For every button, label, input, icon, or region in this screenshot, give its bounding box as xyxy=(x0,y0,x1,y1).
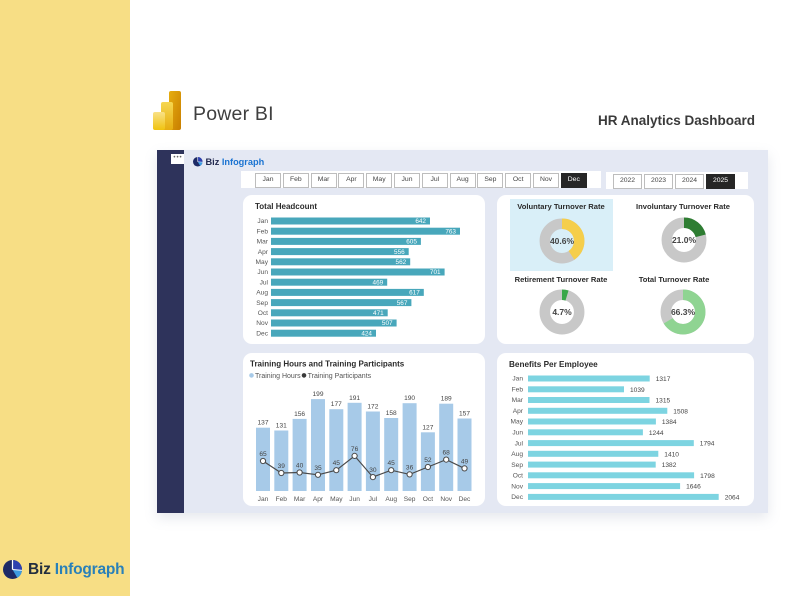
svg-text:Jun: Jun xyxy=(257,269,268,276)
svg-text:1384: 1384 xyxy=(662,419,677,426)
svg-text:Apr: Apr xyxy=(258,249,269,256)
svg-text:Jul: Jul xyxy=(369,496,378,503)
svg-text:642: 642 xyxy=(415,218,426,225)
svg-text:471: 471 xyxy=(373,310,384,317)
svg-text:Training Participants: Training Participants xyxy=(308,373,372,380)
svg-text:605: 605 xyxy=(406,239,417,246)
svg-text:Mar: Mar xyxy=(294,496,306,503)
svg-text:40: 40 xyxy=(296,463,304,470)
svg-text:1410: 1410 xyxy=(664,451,679,458)
svg-text:567: 567 xyxy=(397,300,408,307)
svg-text:Apr: Apr xyxy=(513,408,524,415)
svg-text:Feb: Feb xyxy=(512,387,524,394)
svg-text:Total Turnover Rate: Total Turnover Rate xyxy=(639,275,710,284)
svg-text:1315: 1315 xyxy=(656,398,671,405)
svg-text:1798: 1798 xyxy=(700,473,715,480)
svg-text:Total Headcount: Total Headcount xyxy=(255,202,317,211)
svg-text:Benefits Per Employee: Benefits Per Employee xyxy=(509,360,598,369)
svg-text:May: May xyxy=(511,419,524,426)
svg-text:1317: 1317 xyxy=(656,376,671,383)
svg-text:65: 65 xyxy=(259,451,267,458)
svg-text:424: 424 xyxy=(361,330,372,337)
svg-text:Mar: Mar xyxy=(257,239,269,246)
svg-text:Involuntary Turnover Rate: Involuntary Turnover Rate xyxy=(636,202,730,211)
svg-text:Nov: Nov xyxy=(256,320,268,327)
svg-text:177: 177 xyxy=(331,401,342,408)
svg-text:131: 131 xyxy=(276,423,287,430)
svg-text:66.3%: 66.3% xyxy=(671,307,696,317)
svg-text:189: 189 xyxy=(441,396,452,403)
svg-text:52: 52 xyxy=(424,457,432,464)
svg-text:191: 191 xyxy=(349,395,360,402)
svg-text:Mar: Mar xyxy=(512,397,524,404)
svg-text:Nov: Nov xyxy=(511,483,523,490)
svg-text:35: 35 xyxy=(314,465,322,472)
svg-text:157: 157 xyxy=(459,411,470,418)
svg-text:2064: 2064 xyxy=(725,494,740,501)
svg-text:Jan: Jan xyxy=(512,376,523,383)
svg-text:Sep: Sep xyxy=(404,496,416,503)
svg-text:Jul: Jul xyxy=(515,440,524,447)
svg-text:45: 45 xyxy=(388,460,396,467)
svg-text:Dec: Dec xyxy=(511,494,523,501)
svg-text:Jun: Jun xyxy=(349,496,360,503)
svg-text:Voluntary Turnover Rate: Voluntary Turnover Rate xyxy=(517,202,604,211)
svg-text:1508: 1508 xyxy=(673,408,688,415)
svg-text:156: 156 xyxy=(294,411,305,418)
svg-text:30: 30 xyxy=(369,467,377,474)
svg-text:190: 190 xyxy=(404,395,415,402)
svg-text:Training Hours and Training Pa: Training Hours and Training Participants xyxy=(250,360,405,369)
svg-text:4.7%: 4.7% xyxy=(552,307,572,317)
svg-text:40.6%: 40.6% xyxy=(550,236,575,246)
svg-text:1382: 1382 xyxy=(662,462,677,469)
svg-text:Apr: Apr xyxy=(313,496,324,503)
svg-text:76: 76 xyxy=(351,446,359,453)
svg-text:763: 763 xyxy=(445,228,456,235)
svg-text:Retirement Turnover Rate: Retirement Turnover Rate xyxy=(515,275,608,284)
svg-text:Jan: Jan xyxy=(258,496,269,503)
svg-text:Aug: Aug xyxy=(511,451,523,458)
svg-text:Aug: Aug xyxy=(256,290,268,297)
svg-text:617: 617 xyxy=(409,290,420,297)
svg-text:562: 562 xyxy=(396,259,407,266)
svg-text:Dec: Dec xyxy=(256,330,268,337)
svg-text:49: 49 xyxy=(461,458,469,465)
svg-text:Oct: Oct xyxy=(513,473,523,480)
svg-text:172: 172 xyxy=(367,404,378,411)
svg-text:1244: 1244 xyxy=(649,430,664,437)
svg-text:36: 36 xyxy=(406,464,414,471)
svg-text:199: 199 xyxy=(312,391,323,398)
svg-text:Jun: Jun xyxy=(512,430,523,437)
svg-text:Jul: Jul xyxy=(260,279,269,286)
svg-text:1794: 1794 xyxy=(700,441,715,448)
svg-text:Oct: Oct xyxy=(423,496,433,503)
svg-text:Training Hours: Training Hours xyxy=(255,373,301,380)
svg-text:68: 68 xyxy=(443,450,451,457)
svg-text:May: May xyxy=(256,259,269,266)
svg-text:May: May xyxy=(330,496,343,503)
svg-text:Feb: Feb xyxy=(276,496,288,503)
svg-text:Oct: Oct xyxy=(258,310,268,317)
svg-text:Sep: Sep xyxy=(256,300,268,307)
svg-text:137: 137 xyxy=(257,420,268,427)
svg-text:Nov: Nov xyxy=(440,496,452,503)
svg-text:1646: 1646 xyxy=(686,484,701,491)
svg-text:Feb: Feb xyxy=(257,228,269,235)
svg-text:701: 701 xyxy=(430,269,441,276)
svg-text:Dec: Dec xyxy=(459,496,471,503)
svg-text:469: 469 xyxy=(373,279,384,286)
svg-text:1039: 1039 xyxy=(630,387,645,394)
svg-text:158: 158 xyxy=(386,410,397,417)
svg-text:556: 556 xyxy=(394,249,405,256)
svg-text:Jan: Jan xyxy=(257,218,268,225)
svg-text:21.0%: 21.0% xyxy=(672,235,697,245)
svg-text:45: 45 xyxy=(333,460,341,467)
svg-text:Sep: Sep xyxy=(511,462,523,469)
svg-text:507: 507 xyxy=(382,320,393,327)
svg-text:127: 127 xyxy=(422,424,433,431)
svg-text:Aug: Aug xyxy=(385,496,397,503)
svg-text:39: 39 xyxy=(278,463,286,470)
